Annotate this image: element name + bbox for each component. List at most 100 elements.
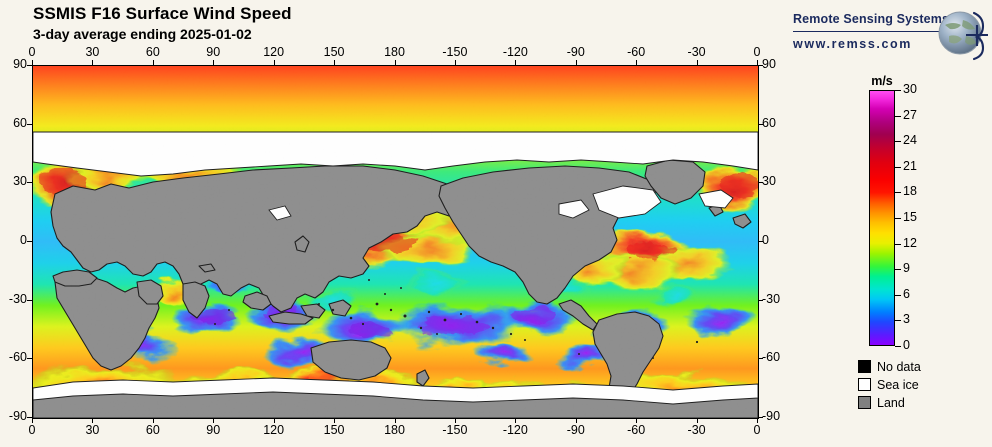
colorbar-label-10: 0 xyxy=(903,338,910,352)
legend-swatch-no-data xyxy=(858,360,871,373)
colorbar-unit-label: m/s xyxy=(871,74,893,88)
colorbar-label-1: 27 xyxy=(903,107,917,122)
legend-item-sea-ice: Sea ice xyxy=(858,376,921,393)
globe-icon xyxy=(938,11,988,61)
y-axis-label-right-2: 30 xyxy=(762,174,776,189)
axis-tick-mark xyxy=(27,65,32,66)
legend-item-land: Land xyxy=(858,394,921,411)
page-subtitle: 3-day average ending 2025-01-02 xyxy=(33,26,252,42)
axis-tick-mark xyxy=(758,300,763,301)
axis-tick-mark xyxy=(395,418,396,423)
axis-tick-mark xyxy=(757,418,758,423)
world-wind-speed-map xyxy=(32,65,759,419)
x-axis-label-12: 0 xyxy=(753,45,761,59)
axis-tick-mark xyxy=(27,358,32,359)
colorbar-tick-2 xyxy=(895,141,901,142)
legend-label-no-data: No data xyxy=(877,359,921,374)
axis-tick-mark xyxy=(697,60,698,65)
x-axis-label-10: -60 xyxy=(627,45,646,59)
colorbar-label-7: 9 xyxy=(903,261,910,276)
axis-tick-mark xyxy=(32,60,33,65)
axis-tick-mark xyxy=(395,60,396,65)
y-axis-label-3: 0 xyxy=(20,233,27,247)
colorbar-label-0: 30 xyxy=(903,82,917,96)
colorbar-label-6: 12 xyxy=(903,235,917,250)
y-axis-label-right-1: 60 xyxy=(762,115,776,130)
x-axis-label-7: -150 xyxy=(442,45,468,59)
x-axis-label-2: 60 xyxy=(145,45,160,59)
x-axis-label-5: 150 xyxy=(323,45,345,59)
y-axis-label-5: -60 xyxy=(8,350,27,365)
remss-logo: Remote Sensing Systems www.remss.com xyxy=(793,10,988,62)
x-axis-label-1: 30 xyxy=(85,45,100,59)
x-axis-label-6: 180 xyxy=(384,45,405,59)
axis-tick-mark xyxy=(334,60,335,65)
axis-tick-mark xyxy=(92,418,93,423)
colorbar-label-8: 6 xyxy=(903,286,910,301)
colorbar-tick-3 xyxy=(895,167,901,168)
axis-tick-mark xyxy=(515,418,516,423)
x-axis-label-3: 90 xyxy=(206,45,221,59)
axis-tick-mark xyxy=(334,418,335,423)
colorbar-tick-9 xyxy=(895,320,901,321)
x-axis-label-4: 120 xyxy=(263,45,285,59)
axis-tick-mark xyxy=(27,417,32,418)
y-axis-label-right-6: -90 xyxy=(762,409,781,423)
axis-tick-mark xyxy=(758,124,763,125)
colorbar-tick-10 xyxy=(895,346,901,347)
x-axis-label-8: -120 xyxy=(502,45,528,59)
axis-tick-mark xyxy=(758,417,763,418)
x-axis-label-0: 0 xyxy=(28,45,36,59)
axis-tick-mark xyxy=(758,241,763,242)
axis-tick-mark xyxy=(576,60,577,65)
colorbar xyxy=(869,90,895,346)
y-axis-label-0: 90 xyxy=(13,57,27,71)
x-axis-label-bottom-12: 0 xyxy=(753,423,761,437)
x-axis-label-9: -90 xyxy=(566,45,585,59)
axis-tick-mark xyxy=(27,124,32,125)
axis-tick-mark xyxy=(153,418,154,423)
y-axis-label-right-0: 90 xyxy=(762,57,776,71)
axis-tick-mark xyxy=(213,60,214,65)
axis-tick-mark xyxy=(32,418,33,423)
colorbar-tick-7 xyxy=(895,269,901,270)
colorbar-tick-6 xyxy=(895,244,901,245)
x-axis-label-bottom-8: -120 xyxy=(502,423,528,437)
x-axis-label-bottom-7: -150 xyxy=(442,423,468,437)
axis-tick-mark xyxy=(27,241,32,242)
colorbar-label-9: 3 xyxy=(903,312,910,327)
x-axis-label-bottom-4: 120 xyxy=(263,423,285,437)
x-axis-label-bottom-3: 90 xyxy=(206,423,221,437)
colorbar-tick-5 xyxy=(895,218,901,219)
axis-tick-mark xyxy=(213,418,214,423)
axis-tick-mark xyxy=(758,358,763,359)
axis-tick-mark xyxy=(758,182,763,183)
logo-url: www.remss.com xyxy=(793,37,912,51)
x-axis-label-bottom-0: 0 xyxy=(28,423,36,437)
x-axis-label-bottom-2: 60 xyxy=(145,423,160,437)
map-canvas xyxy=(33,66,758,418)
y-axis-label-right-5: -60 xyxy=(762,350,781,365)
x-axis-label-bottom-11: -30 xyxy=(687,423,706,437)
axis-tick-mark xyxy=(515,60,516,65)
axis-tick-mark xyxy=(27,300,32,301)
y-axis-label-right-4: -30 xyxy=(762,291,781,306)
x-axis-label-bottom-6: 180 xyxy=(384,423,405,437)
x-axis-label-bottom-9: -90 xyxy=(566,423,585,437)
colorbar-gradient xyxy=(869,90,895,346)
colorbar-label-3: 21 xyxy=(903,158,917,173)
axis-tick-mark xyxy=(274,60,275,65)
axis-tick-mark xyxy=(455,60,456,65)
colorbar-tick-8 xyxy=(895,295,901,296)
axis-tick-mark xyxy=(636,60,637,65)
axis-tick-mark xyxy=(576,418,577,423)
axis-tick-mark xyxy=(697,418,698,423)
page-title: SSMIS F16 Surface Wind Speed xyxy=(33,4,292,23)
colorbar-label-5: 15 xyxy=(903,210,917,224)
colorbar-tick-1 xyxy=(895,116,901,117)
axis-tick-mark xyxy=(455,418,456,423)
legend-item-no-data: No data xyxy=(858,358,921,375)
colorbar-tick-4 xyxy=(895,192,901,193)
legend-swatch-sea-ice xyxy=(858,378,871,391)
